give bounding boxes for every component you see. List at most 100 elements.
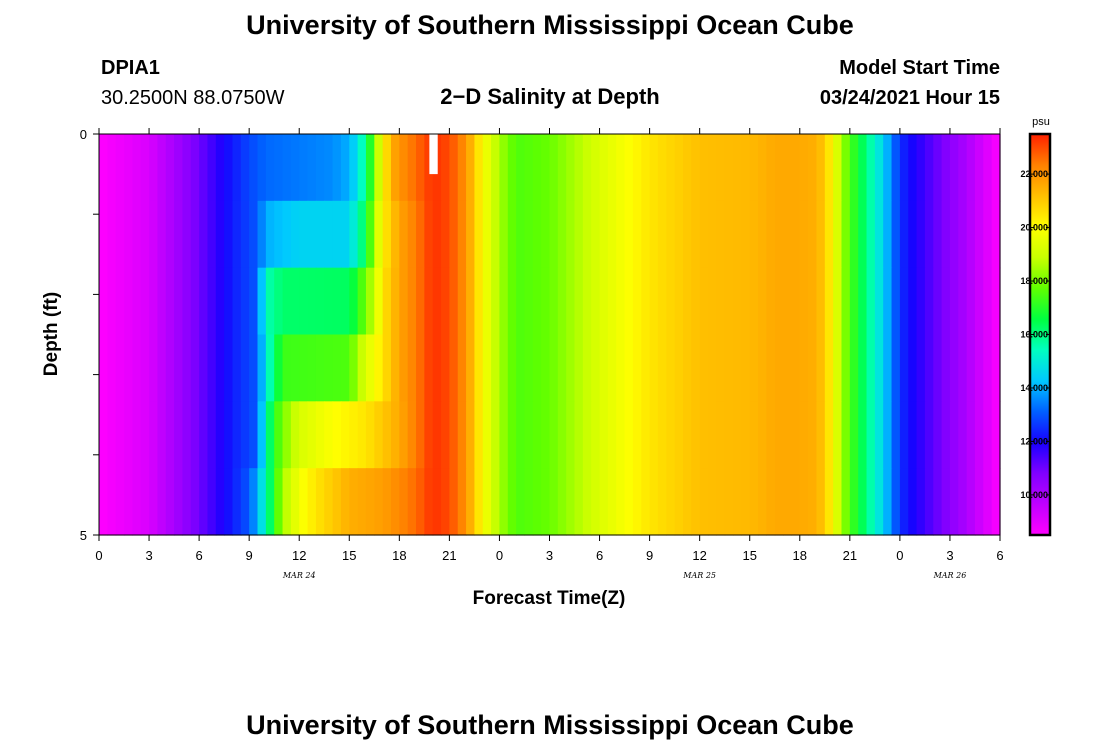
heatmap-cell <box>524 134 534 202</box>
heatmap-cell <box>841 200 851 269</box>
heatmap-cell <box>274 267 284 336</box>
heatmap-cell <box>824 200 834 269</box>
heatmap-cell <box>332 401 342 469</box>
heatmap-cell <box>916 401 926 469</box>
heatmap-cell <box>282 334 292 402</box>
heatmap-cell <box>332 267 342 336</box>
heatmap-cell <box>908 200 918 269</box>
heatmap-cell <box>833 200 843 269</box>
heatmap-cell <box>983 334 993 402</box>
heatmap-cell <box>974 334 984 402</box>
heatmap-cell <box>766 200 776 269</box>
heatmap-cell <box>107 401 117 469</box>
heatmap-cell <box>457 401 467 469</box>
heatmap-cell <box>733 334 742 402</box>
x-tick-label: 3 <box>546 548 553 563</box>
heatmap-cell <box>933 200 943 269</box>
heatmap-cell <box>516 401 526 469</box>
heatmap-cell <box>174 200 184 269</box>
heatmap-cell <box>699 134 709 202</box>
heatmap-cell <box>182 134 192 202</box>
x-date-label: MAR 24 <box>282 571 316 580</box>
heatmap-cell <box>749 401 759 469</box>
heatmap-cell <box>115 468 125 536</box>
heatmap-cell <box>733 468 742 536</box>
heatmap-cell <box>599 134 609 202</box>
heatmap-cell <box>874 334 884 402</box>
heatmap-cell <box>307 134 317 202</box>
heatmap-cell <box>849 468 859 536</box>
heatmap-cell <box>607 468 617 536</box>
heatmap-cell <box>399 267 409 336</box>
heatmap-cell <box>624 200 634 269</box>
heatmap-cell <box>591 401 601 469</box>
heatmap-cell <box>232 401 242 469</box>
heatmap-cell <box>491 200 501 269</box>
heatmap-cell <box>766 468 776 536</box>
heatmap-cell <box>699 468 709 536</box>
heatmap-cell <box>866 200 876 269</box>
heatmap-cell <box>199 267 209 336</box>
heatmap-cell <box>866 267 876 336</box>
heatmap-cell <box>566 334 576 402</box>
heatmap-cell <box>774 401 784 469</box>
heatmap-cell <box>516 200 526 269</box>
heatmap-cell <box>124 468 133 536</box>
heatmap-cell <box>307 468 317 536</box>
heatmap-cell <box>741 334 751 402</box>
heatmap-cell <box>274 334 284 402</box>
heatmap-cell <box>758 401 767 469</box>
heatmap-cell <box>824 134 834 202</box>
heatmap-cell <box>791 334 801 402</box>
heatmap-cell <box>499 200 509 269</box>
heatmap-cell <box>824 401 834 469</box>
heatmap-cell <box>833 134 843 202</box>
heatmap-cell <box>299 200 309 269</box>
heatmap-cell <box>416 134 425 202</box>
heatmap-cell <box>157 267 167 336</box>
heatmap-cell <box>215 401 225 469</box>
heatmap-cell <box>215 200 225 269</box>
heatmap-cell <box>407 200 417 269</box>
heatmap-cell <box>616 134 626 202</box>
x-tick-label: 15 <box>342 548 356 563</box>
heatmap-cell <box>816 267 826 336</box>
heatmap-cell <box>240 468 250 536</box>
heatmap-cell <box>691 334 701 402</box>
x-tick-label: 9 <box>646 548 653 563</box>
heatmap-cell <box>657 468 667 536</box>
heatmap-cell <box>457 267 467 336</box>
heatmap-cell <box>783 200 793 269</box>
heatmap-cell <box>941 134 951 202</box>
heatmap-cell <box>632 401 642 469</box>
heatmap-cell <box>149 267 158 336</box>
heatmap-cell <box>908 134 918 202</box>
heatmap-cell <box>441 267 450 336</box>
heatmap-cell <box>457 468 467 536</box>
heatmap-cell <box>324 200 334 269</box>
heatmap-cell <box>649 267 659 336</box>
heatmap-cell <box>224 468 234 536</box>
heatmap-cell <box>983 401 993 469</box>
heatmap-cell <box>933 334 943 402</box>
heatmap-cell <box>190 134 200 202</box>
heatmap-cell <box>874 468 884 536</box>
heatmap-cell <box>641 334 651 402</box>
heatmap-cell <box>849 200 859 269</box>
heatmap-cell <box>199 401 209 469</box>
heatmap-cell <box>290 401 300 469</box>
heatmap-cell <box>332 468 342 536</box>
heatmap-cell <box>491 401 501 469</box>
heatmap-cell <box>774 267 784 336</box>
heatmap-cell <box>908 267 918 336</box>
heatmap-cell <box>499 401 509 469</box>
heatmap-cell <box>390 401 400 469</box>
heatmap-cell <box>474 267 484 336</box>
heatmap-cell <box>340 134 350 202</box>
heatmap-cell <box>315 334 325 402</box>
heatmap-cell <box>482 468 492 536</box>
x-date-label: MAR 26 <box>933 571 967 580</box>
heatmap-cell <box>849 401 859 469</box>
heatmap-cell <box>199 334 209 402</box>
heatmap-cell <box>541 134 551 202</box>
